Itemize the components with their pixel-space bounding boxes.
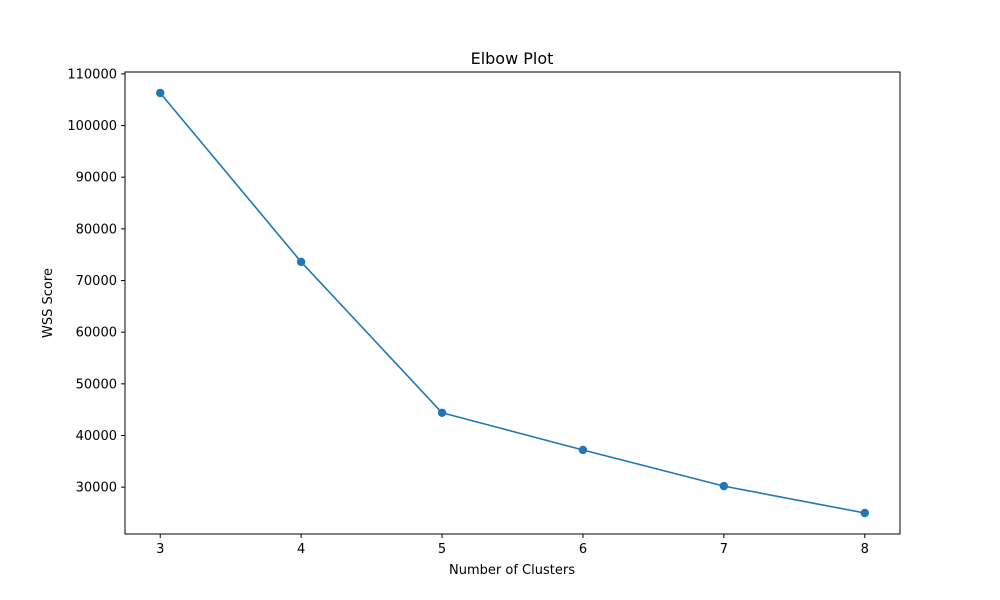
data-point (578, 445, 588, 455)
plot-area-frame (124, 71, 901, 535)
data-point (156, 88, 165, 98)
y-axis-label: WSS Score (41, 268, 56, 338)
data-point (860, 508, 869, 518)
y-tick-label: 70000 (76, 274, 117, 289)
x-axis-ticks: 3 4 5 6 7 8 (156, 534, 869, 557)
x-tick-label: 4 (297, 542, 305, 557)
y-axis-ticks: 30000 40000 50000 60000 70000 80000 90000 10000… (67, 67, 125, 496)
data-point (437, 408, 447, 417)
data-point (719, 481, 729, 491)
x-tick-label: 5 (438, 542, 446, 557)
y-tick-label: 100000 (67, 119, 117, 134)
y-tick-label: 30000 (76, 481, 117, 496)
y-tick-label: 40000 (76, 429, 117, 444)
x-tick-label: 3 (156, 542, 164, 557)
x-tick-label: 8 (861, 542, 869, 557)
x-tick-label: 6 (579, 542, 587, 557)
x-axis-label: Number of Clusters (449, 563, 575, 578)
y-tick-label: 50000 (76, 377, 117, 392)
chart-title: Elbow Plot (471, 49, 554, 68)
y-tick-label: 90000 (76, 171, 117, 186)
series-line (159, 92, 865, 514)
y-tick-label: 60000 (76, 326, 117, 341)
x-tick-label: 7 (720, 542, 728, 557)
y-tick-label: 110000 (67, 67, 117, 82)
plot-series (156, 88, 869, 518)
data-point (296, 257, 306, 267)
y-tick-label: 80000 (76, 222, 117, 237)
